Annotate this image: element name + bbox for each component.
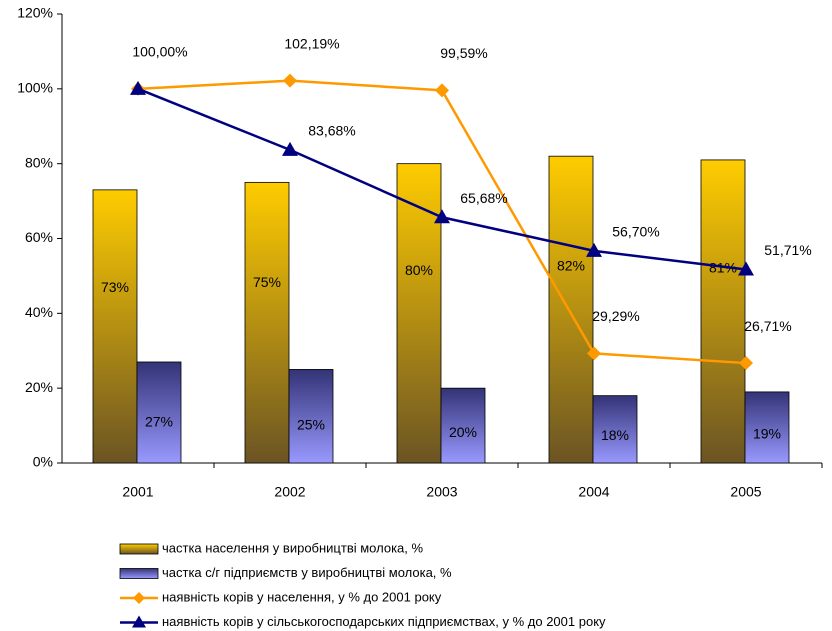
point-label: 29,29% [592,308,639,324]
point-label: 65,68% [460,190,507,206]
marker [587,346,601,361]
marker [435,83,449,98]
legend-label: наявність корів у населення, у % до 2001… [162,589,442,604]
legend-swatch [119,568,159,579]
x-tick-label: 2001 [122,484,153,500]
x-tick-label: 2003 [426,484,457,500]
y-tick-label: 40% [25,304,53,320]
x-tick-label: 2004 [578,484,609,500]
bar [244,181,290,464]
legend-swatch [119,543,159,555]
marker [739,356,753,371]
y-tick-label: 20% [25,379,53,395]
bar-label: 75% [253,274,281,290]
bar-label: 19% [753,425,781,441]
marker [738,261,754,276]
marker [586,242,602,257]
bar-label: 25% [297,416,325,432]
bar [744,391,790,464]
bar-label: 27% [145,413,173,429]
marker [434,209,450,224]
y-tick-label: 100% [17,80,53,96]
marker [282,141,298,156]
bar [288,369,334,464]
bar [700,159,746,464]
legend-label: наявність корів у сільськогосподарських … [162,614,606,629]
bar [92,189,138,464]
legend-label: частка населення у виробництві молока, % [162,540,424,555]
point-label: 83,68% [308,123,355,139]
bar [440,387,486,464]
legend-label: частка с/г підприємств у виробництві мол… [162,565,452,580]
legend-marker [132,615,146,628]
bar [548,155,594,464]
y-tick-label: 120% [17,5,53,21]
y-tick-label: 60% [25,229,53,245]
marker [130,80,146,95]
bar-label: 20% [449,424,477,440]
point-label: 26,71% [744,318,791,334]
bar-label: 82% [557,257,585,273]
point-label: 100,00% [132,44,187,60]
bar [592,395,638,464]
point-label: 102,19% [284,35,339,51]
x-tick-label: 2002 [274,484,305,500]
bar [396,163,442,464]
point-label: 99,59% [440,45,487,61]
marker [283,73,297,88]
bar-label: 80% [405,262,433,278]
point-label: 51,71% [764,242,811,258]
y-tick-label: 0% [33,454,53,470]
line [137,87,747,271]
y-tick-label: 80% [25,154,53,170]
bar [136,361,182,464]
bar-label: 18% [601,427,629,443]
point-label: 56,70% [612,224,659,240]
legend-marker [133,592,145,604]
bar-label: 73% [101,279,129,295]
x-tick-label: 2005 [730,484,761,500]
